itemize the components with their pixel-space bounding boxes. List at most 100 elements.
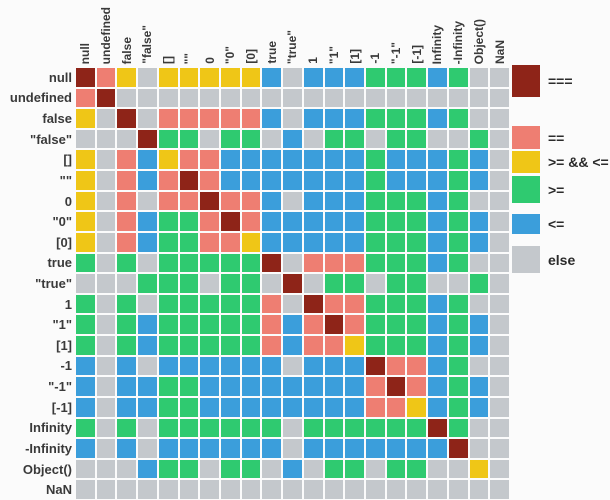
matrix-cell — [179, 212, 199, 231]
matrix-cell — [96, 88, 116, 108]
matrix-cell — [490, 68, 509, 87]
matrix-cell — [324, 232, 344, 252]
matrix-cell — [365, 212, 385, 231]
matrix-cell — [428, 397, 447, 417]
column-header: NaN — [490, 0, 509, 66]
matrix-cell — [428, 150, 447, 170]
matrix-cell — [365, 129, 385, 149]
matrix-cell — [365, 336, 385, 355]
matrix-cell — [76, 439, 95, 458]
row-labels: null undefined false "false" [] "" 0 "0" [0] true… — [0, 68, 72, 499]
column-header: "1" — [325, 0, 344, 66]
matrix-cell — [96, 294, 116, 314]
matrix-cell — [96, 315, 116, 335]
column-header-label: [] — [161, 56, 176, 64]
matrix-cell — [200, 356, 219, 376]
matrix-cell — [345, 191, 364, 211]
matrix-cell — [220, 356, 240, 376]
matrix-cell — [220, 397, 240, 417]
matrix-cell — [469, 109, 489, 128]
legend-label: >= — [548, 181, 565, 198]
matrix-cell — [407, 294, 427, 314]
matrix-cell — [365, 253, 385, 273]
matrix-cell — [179, 459, 199, 479]
matrix-cell — [158, 418, 178, 438]
matrix-cell — [138, 315, 157, 335]
matrix-cell — [407, 439, 427, 458]
matrix-cell — [241, 150, 261, 170]
matrix-cell — [469, 88, 489, 108]
matrix-cell — [179, 439, 199, 458]
matrix-cell — [117, 459, 137, 479]
matrix-cell — [138, 253, 157, 273]
matrix-cell — [469, 418, 489, 438]
matrix-cell — [448, 377, 468, 396]
matrix-cell — [76, 459, 95, 479]
matrix-cell — [158, 480, 178, 499]
matrix-cell — [386, 191, 406, 211]
matrix-cell — [386, 356, 406, 376]
matrix-cell — [283, 150, 302, 170]
row-label: [0] — [56, 234, 72, 250]
matrix-cell — [96, 418, 116, 438]
matrix-cell — [448, 418, 468, 438]
matrix-cell — [345, 232, 364, 252]
matrix-cell — [96, 439, 116, 458]
matrix-cell — [469, 253, 489, 273]
matrix-cell — [241, 356, 261, 376]
matrix-cell — [262, 232, 282, 252]
matrix-cell — [179, 109, 199, 128]
matrix-cell — [428, 336, 447, 355]
matrix-cell — [200, 480, 219, 499]
matrix-cell — [283, 212, 302, 231]
matrix-cell — [324, 336, 344, 355]
matrix-cell — [448, 294, 468, 314]
column-header: false — [117, 0, 136, 66]
matrix-cell — [179, 253, 199, 273]
matrix-cell — [117, 109, 137, 128]
matrix-cell — [200, 88, 219, 108]
row-label: -1 — [60, 358, 72, 374]
matrix-cell — [428, 171, 447, 190]
column-header: "true" — [283, 0, 302, 66]
matrix-cell — [428, 274, 447, 293]
matrix-cell — [365, 191, 385, 211]
column-header-label: "true" — [285, 29, 300, 64]
column-header: "" — [180, 0, 199, 66]
matrix-cell — [365, 315, 385, 335]
matrix-cell — [283, 397, 302, 417]
matrix-cell — [138, 171, 157, 190]
matrix-cell — [96, 377, 116, 396]
matrix-cell — [241, 294, 261, 314]
matrix-cell — [220, 459, 240, 479]
matrix-cell — [490, 191, 509, 211]
column-header-label: "0" — [223, 45, 238, 64]
matrix-cell — [138, 294, 157, 314]
matrix-cell — [365, 439, 385, 458]
matrix-cell — [386, 294, 406, 314]
matrix-cell — [200, 232, 219, 252]
matrix-cell — [283, 377, 302, 396]
column-header-label: "-1" — [389, 41, 404, 64]
matrix-cell — [428, 294, 447, 314]
matrix-cell — [345, 397, 364, 417]
matrix-cell — [179, 274, 199, 293]
column-header-label: "1" — [326, 45, 341, 64]
matrix-cell — [220, 109, 240, 128]
matrix-cell — [76, 274, 95, 293]
matrix-cell — [448, 150, 468, 170]
matrix-cell — [76, 294, 95, 314]
matrix-cell — [428, 88, 447, 108]
matrix-cell — [220, 253, 240, 273]
matrix-cell — [407, 274, 427, 293]
matrix-cell — [283, 253, 302, 273]
matrix-cell — [345, 150, 364, 170]
matrix-cell — [283, 88, 302, 108]
matrix-cell — [407, 480, 427, 499]
row-label: Object() — [22, 461, 72, 477]
matrix-cell — [469, 150, 489, 170]
legend: === == >= && <= >= <= else — [512, 0, 610, 500]
column-header-label: null — [78, 42, 93, 64]
matrix-cell — [365, 171, 385, 190]
legend-label: >= && <= — [548, 154, 609, 170]
